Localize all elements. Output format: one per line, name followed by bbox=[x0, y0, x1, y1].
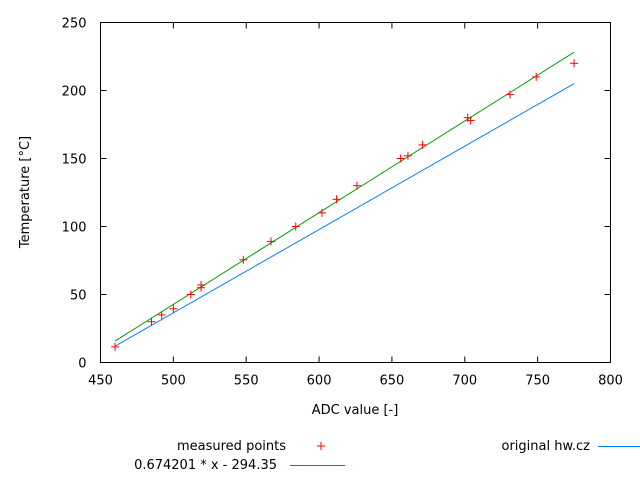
data-point bbox=[570, 59, 579, 68]
data-point bbox=[332, 195, 341, 204]
data-point bbox=[111, 342, 120, 351]
legend-plus-marker bbox=[317, 442, 325, 450]
data-point bbox=[396, 154, 405, 163]
legend: measured points 0.674201 * x - 294.35 or… bbox=[134, 439, 640, 473]
ticks-layer: 450 500 550 600 650 700 750 800 0 50 100 150 200 250 bbox=[62, 17, 623, 389]
data-point bbox=[505, 90, 514, 99]
legend-label-original: original hw.cz bbox=[501, 439, 590, 454]
data-point bbox=[291, 222, 300, 231]
x-tick-label: 800 bbox=[598, 374, 623, 389]
data-point bbox=[169, 304, 178, 313]
series-line-original bbox=[114, 83, 575, 347]
legend-marker-measured-points bbox=[317, 442, 325, 450]
data-point bbox=[317, 208, 326, 217]
x-tick-label: 500 bbox=[161, 374, 186, 389]
x-tick-label: 600 bbox=[307, 374, 332, 389]
legend-label-measured-points: measured points bbox=[177, 439, 286, 454]
data-point bbox=[186, 290, 195, 299]
y-tick-label: 100 bbox=[62, 221, 87, 236]
x-tick-label: 450 bbox=[88, 374, 113, 389]
data-point bbox=[157, 310, 166, 319]
y-tick-label: 0 bbox=[78, 357, 86, 372]
legend-label-fit: 0.674201 * x - 294.35 bbox=[134, 458, 277, 473]
data-point bbox=[352, 181, 361, 190]
plot-border bbox=[100, 22, 611, 363]
data-point bbox=[418, 140, 427, 149]
x-tick-label: 650 bbox=[380, 374, 405, 389]
data-point bbox=[239, 255, 248, 264]
x-tick-label: 750 bbox=[525, 374, 550, 389]
data-point bbox=[466, 116, 475, 125]
series-layer bbox=[111, 51, 579, 351]
data-point bbox=[403, 151, 412, 160]
series-line-fit bbox=[114, 51, 575, 342]
data-point bbox=[532, 72, 541, 81]
y-axis-label: Temperature [°C] bbox=[18, 136, 33, 249]
y-tick-label: 150 bbox=[62, 153, 87, 168]
y-tick-label: 250 bbox=[62, 17, 87, 32]
x-axis-label: ADC value [-] bbox=[312, 403, 399, 418]
x-tick-label: 550 bbox=[234, 374, 259, 389]
y-tick-label: 200 bbox=[62, 85, 87, 100]
x-tick-label: 700 bbox=[452, 374, 477, 389]
data-point bbox=[197, 283, 206, 292]
y-tick-label: 50 bbox=[70, 289, 87, 304]
data-point bbox=[147, 317, 156, 326]
data-point bbox=[266, 237, 275, 246]
